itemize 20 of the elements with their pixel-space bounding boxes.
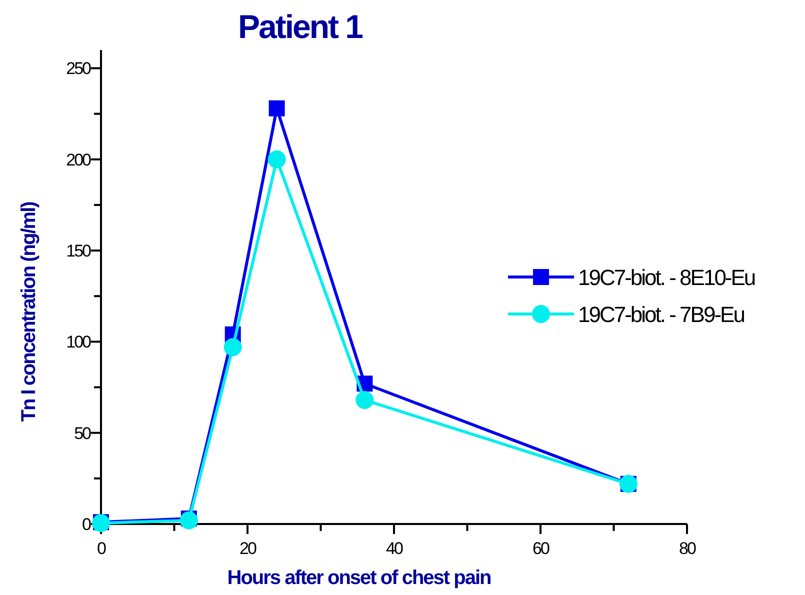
y-tick-label: 250 [66,59,92,78]
y-tick-label: 100 [66,332,92,352]
y-axis-title: Tn I concentration (ng/ml) [18,202,40,422]
y-tick-label: 200 [66,150,92,170]
x-axis-title: Hours after onset of chest pain [227,567,491,589]
x-tick-label: 20 [240,539,256,558]
legend-label: 19C7-biot. - 8E10-Eu [578,265,755,290]
point [224,338,242,356]
x-tick-label: 60 [532,539,550,558]
point [268,150,286,168]
x-tick-label: 0 [97,539,106,558]
y-tick-label: 0 [82,515,92,534]
x-tick-label: 40 [386,539,403,558]
point [356,391,374,410]
y-tick-label: 50 [74,424,92,443]
y-tick-label: 150 [66,242,92,261]
legend-label: 19C7-biot. - 7B9-Eu [578,302,744,327]
x-tick-label: 80 [679,539,696,558]
chart-title: Patient 1 [238,8,364,45]
point [268,100,285,116]
